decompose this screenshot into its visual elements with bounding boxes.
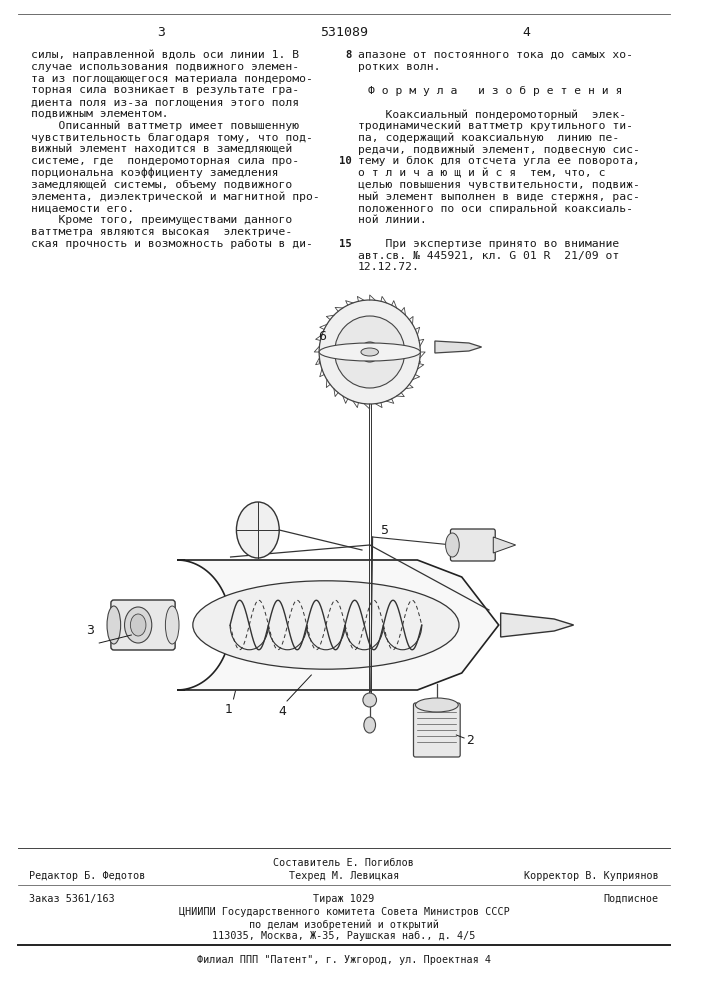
- Circle shape: [319, 300, 420, 404]
- Text: ЦНИИПИ Государственного комитета Совета Министров СССР: ЦНИИПИ Государственного комитета Совета …: [179, 907, 509, 917]
- Text: 5: 5: [381, 524, 390, 536]
- Text: 2: 2: [466, 734, 474, 746]
- FancyBboxPatch shape: [450, 529, 495, 561]
- Polygon shape: [177, 560, 498, 690]
- Text: замедляющей системы, объему подвижного: замедляющей системы, объему подвижного: [31, 180, 293, 190]
- Ellipse shape: [416, 698, 458, 712]
- Text: по делам изобретений и открытий: по делам изобретений и открытий: [249, 919, 439, 930]
- Text: 3: 3: [86, 624, 94, 637]
- Circle shape: [334, 316, 404, 388]
- Text: ская прочность и возможность работы в ди-: ская прочность и возможность работы в ди…: [31, 239, 313, 249]
- Text: тему и блок для отсчета угла ее поворота,: тему и блок для отсчета угла ее поворота…: [358, 156, 640, 166]
- Text: 12.12.72.: 12.12.72.: [358, 262, 420, 272]
- Text: диента поля из-за поглощения этого поля: диента поля из-за поглощения этого поля: [31, 97, 299, 107]
- Text: чувствительность благодаря тому, что под-: чувствительность благодаря тому, что под…: [31, 133, 313, 143]
- Ellipse shape: [130, 614, 146, 636]
- Text: Корректор В. Куприянов: Корректор В. Куприянов: [524, 871, 659, 881]
- Text: 4: 4: [279, 705, 286, 718]
- Text: редачи, подвижный элемент, подвесную сис-: редачи, подвижный элемент, подвесную сис…: [358, 144, 640, 155]
- Text: 531089: 531089: [320, 26, 368, 39]
- Text: ницаемости его.: ницаемости его.: [31, 203, 134, 213]
- Ellipse shape: [445, 533, 460, 557]
- Text: 6: 6: [318, 330, 326, 344]
- Text: силы, направленной вдоль оси линии 1. В: силы, направленной вдоль оси линии 1. В: [31, 50, 299, 60]
- Text: вижный элемент находится в замедляющей: вижный элемент находится в замедляющей: [31, 144, 293, 154]
- Text: При экспертизе принято во внимание: При экспертизе принято во внимание: [358, 239, 619, 249]
- Text: 10: 10: [339, 156, 352, 166]
- Text: Техред М. Левицкая: Техред М. Левицкая: [288, 871, 399, 881]
- Text: положенного по оси спиральной коаксиаль-: положенного по оси спиральной коаксиаль-: [358, 203, 633, 214]
- Text: 8: 8: [346, 50, 352, 60]
- Ellipse shape: [363, 693, 377, 707]
- Ellipse shape: [361, 348, 378, 356]
- Ellipse shape: [236, 502, 279, 558]
- Text: ной линии.: ной линии.: [358, 215, 427, 225]
- Text: апазоне от постоянного тока до самых хо-: апазоне от постоянного тока до самых хо-: [358, 50, 633, 60]
- Polygon shape: [493, 537, 515, 553]
- Text: тродинамический ваттметр крутильного ти-: тродинамический ваттметр крутильного ти-: [358, 121, 633, 131]
- Text: Кроме того, преимуществами данного: Кроме того, преимуществами данного: [31, 215, 293, 225]
- Text: 3: 3: [158, 26, 165, 39]
- FancyBboxPatch shape: [111, 600, 175, 650]
- Text: Ф о р м у л а   и з о б р е т е н и я: Ф о р м у л а и з о б р е т е н и я: [368, 85, 622, 96]
- Text: Тираж 1029: Тираж 1029: [313, 894, 375, 904]
- Text: авт.св. № 445921, кл. G 01 R  21/09 от: авт.св. № 445921, кл. G 01 R 21/09 от: [358, 251, 619, 261]
- Polygon shape: [435, 341, 481, 353]
- Polygon shape: [501, 613, 573, 637]
- Text: Коаксиальный пондеромоторный  элек-: Коаксиальный пондеромоторный элек-: [358, 109, 626, 119]
- Ellipse shape: [319, 343, 420, 361]
- Text: системе, где  пондеромоторная сила про-: системе, где пондеромоторная сила про-: [31, 156, 299, 166]
- Ellipse shape: [107, 606, 121, 644]
- Text: 15: 15: [339, 239, 352, 249]
- Text: 1: 1: [225, 703, 233, 716]
- Ellipse shape: [193, 581, 459, 669]
- Text: ный элемент выполнен в виде стержня, рас-: ный элемент выполнен в виде стержня, рас…: [358, 192, 640, 202]
- Circle shape: [360, 342, 380, 362]
- Text: торная сила возникает в результате гра-: торная сила возникает в результате гра-: [31, 85, 299, 95]
- Text: 113035, Москва, Ж-35, Раушская наб., д. 4/5: 113035, Москва, Ж-35, Раушская наб., д. …: [212, 931, 476, 941]
- Text: та из поглощающегося материала пондеромо-: та из поглощающегося материала пондеромо…: [31, 74, 313, 84]
- Ellipse shape: [165, 606, 179, 644]
- Ellipse shape: [319, 356, 420, 368]
- Text: целью повышения чувствительности, подвиж-: целью повышения чувствительности, подвиж…: [358, 180, 640, 190]
- Text: случае использования подвижного элемен-: случае использования подвижного элемен-: [31, 62, 299, 72]
- Text: о т л и ч а ю щ и й с я  тем, что, с: о т л и ч а ю щ и й с я тем, что, с: [358, 168, 605, 178]
- Text: Филиал ППП "Патент", г. Ужгород, ул. Проектная 4: Филиал ППП "Патент", г. Ужгород, ул. Про…: [197, 955, 491, 965]
- FancyBboxPatch shape: [414, 703, 460, 757]
- Text: Редактор Б. Федотов: Редактор Б. Федотов: [29, 871, 146, 881]
- Ellipse shape: [364, 717, 375, 733]
- Ellipse shape: [124, 607, 152, 643]
- Text: порциональна коэффициенту замедления: порциональна коэффициенту замедления: [31, 168, 279, 178]
- Text: ротких волн.: ротких волн.: [358, 62, 440, 72]
- Text: Составитель Е. Погиблов: Составитель Е. Погиблов: [274, 858, 414, 868]
- Text: ваттметра являются высокая  электриче-: ваттметра являются высокая электриче-: [31, 227, 293, 237]
- Text: Заказ 5361/163: Заказ 5361/163: [29, 894, 115, 904]
- Text: Подписное: Подписное: [604, 894, 659, 904]
- Text: Описанный ваттметр имеет повышенную: Описанный ваттметр имеет повышенную: [31, 121, 299, 131]
- Text: элемента, диэлектрической и магнитной про-: элемента, диэлектрической и магнитной пр…: [31, 192, 320, 202]
- Text: па, содержащий коаксиальную  линию пе-: па, содержащий коаксиальную линию пе-: [358, 133, 619, 143]
- Text: подвижным элементом.: подвижным элементом.: [31, 109, 169, 119]
- Text: 4: 4: [522, 26, 530, 39]
